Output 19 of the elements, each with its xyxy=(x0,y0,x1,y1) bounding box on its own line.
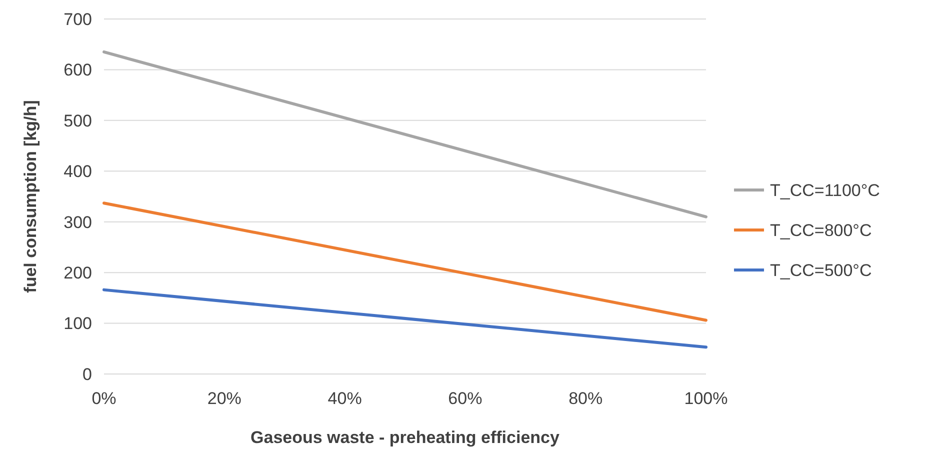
y-tick-label: 500 xyxy=(64,111,92,130)
y-tick-label: 0 xyxy=(82,364,92,384)
legend-label: T_CC=1100°C xyxy=(770,180,880,200)
x-tick-label: 80% xyxy=(568,389,603,408)
x-tick-label: 20% xyxy=(207,389,242,408)
x-tick-label: 100% xyxy=(684,389,728,408)
legend-label: T_CC=500°C xyxy=(770,260,872,280)
legend-label: T_CC=800°C xyxy=(770,220,872,240)
x-axis-title: Gaseous waste - preheating efficiency xyxy=(250,428,560,447)
x-tick-label: 40% xyxy=(328,389,362,408)
x-tick-label: 60% xyxy=(448,389,482,408)
y-tick-label: 100 xyxy=(64,314,92,334)
y-tick-label: 600 xyxy=(64,60,92,80)
y-tick-label: 400 xyxy=(64,162,92,182)
y-tick-label: 700 xyxy=(64,10,92,29)
y-tick-label: 200 xyxy=(64,264,92,283)
x-tick-label: 0% xyxy=(92,389,116,408)
y-axis-title: fuel consumption [kg/h] xyxy=(21,100,40,293)
y-tick-label: 300 xyxy=(64,212,92,232)
